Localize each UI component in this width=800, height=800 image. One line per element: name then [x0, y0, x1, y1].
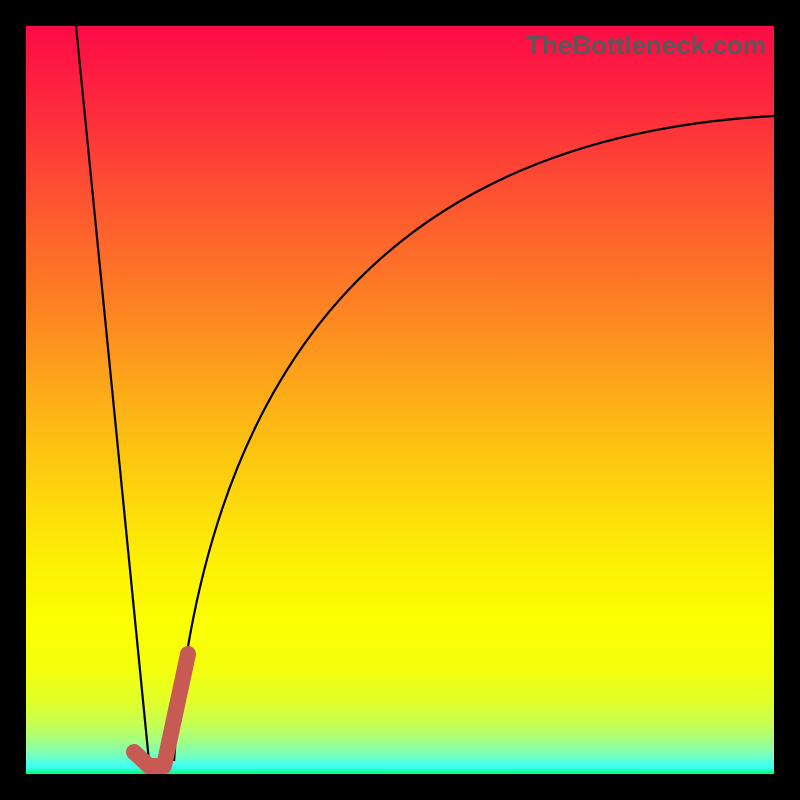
- watermark-text: TheBottleneck.com: [526, 30, 766, 61]
- curve-layer: [26, 26, 774, 774]
- plot-area: [26, 26, 774, 774]
- chart-frame: TheBottleneck.com: [0, 0, 800, 800]
